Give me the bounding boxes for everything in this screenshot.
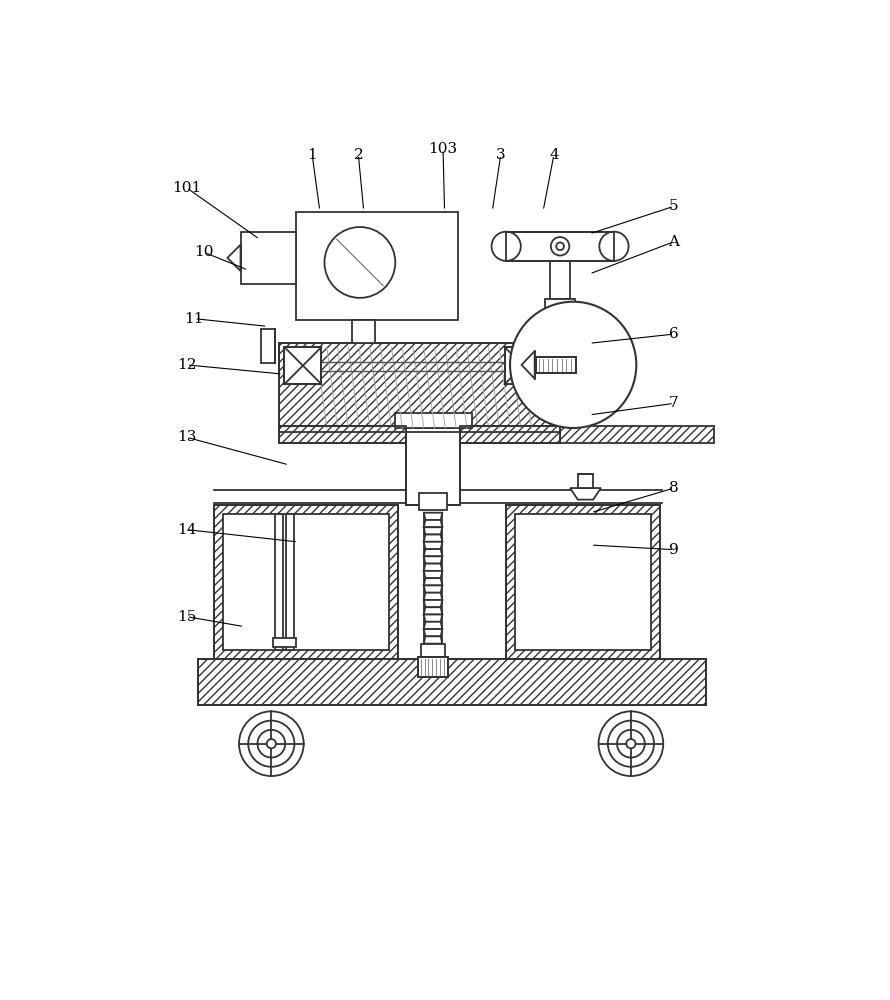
Bar — [550, 261, 570, 299]
Polygon shape — [522, 351, 535, 379]
Polygon shape — [424, 513, 442, 520]
Circle shape — [491, 232, 521, 261]
Circle shape — [510, 302, 636, 428]
Bar — [545, 299, 576, 309]
Bar — [262, 329, 275, 363]
Text: A: A — [668, 235, 680, 249]
Bar — [279, 343, 560, 432]
Text: 101: 101 — [172, 181, 201, 195]
Bar — [275, 514, 283, 650]
Circle shape — [325, 227, 395, 298]
Bar — [279, 426, 406, 443]
Polygon shape — [424, 636, 442, 644]
Text: 103: 103 — [428, 142, 457, 156]
Polygon shape — [424, 520, 442, 527]
Text: 4: 4 — [549, 148, 559, 162]
Bar — [506, 232, 614, 261]
Text: 9: 9 — [669, 543, 679, 557]
Bar — [505, 347, 542, 384]
Polygon shape — [424, 593, 442, 600]
Bar — [578, 474, 593, 488]
Bar — [536, 357, 576, 373]
Bar — [214, 505, 399, 659]
Polygon shape — [424, 600, 442, 607]
Circle shape — [267, 739, 276, 748]
Bar — [506, 232, 614, 261]
Bar — [536, 357, 576, 373]
Polygon shape — [424, 542, 442, 549]
Text: 10: 10 — [195, 245, 214, 259]
Text: 7: 7 — [669, 396, 679, 410]
Polygon shape — [424, 571, 442, 578]
Bar — [198, 659, 707, 705]
Bar — [506, 505, 660, 659]
Polygon shape — [424, 615, 442, 622]
Bar — [285, 347, 321, 384]
Text: 2: 2 — [353, 148, 363, 162]
Polygon shape — [424, 564, 442, 571]
Text: 15: 15 — [177, 610, 197, 624]
Circle shape — [556, 242, 564, 250]
Bar — [222, 514, 389, 650]
Bar — [352, 320, 376, 343]
Circle shape — [599, 711, 663, 776]
Bar — [406, 428, 460, 505]
Bar — [406, 428, 460, 505]
Polygon shape — [424, 622, 442, 629]
Bar — [417, 657, 449, 677]
Bar — [296, 212, 457, 320]
Circle shape — [257, 730, 285, 758]
Bar — [515, 514, 651, 650]
Bar — [240, 232, 296, 284]
Bar — [419, 493, 447, 510]
Text: 3: 3 — [496, 148, 506, 162]
Text: 11: 11 — [184, 312, 204, 326]
Bar — [506, 505, 660, 659]
Text: 13: 13 — [177, 430, 197, 444]
Bar — [394, 413, 472, 428]
Bar — [279, 426, 406, 443]
Text: 8: 8 — [669, 481, 679, 495]
Bar — [285, 347, 321, 384]
Polygon shape — [424, 578, 442, 585]
Circle shape — [239, 711, 303, 776]
Text: 5: 5 — [669, 199, 679, 213]
Polygon shape — [424, 607, 442, 615]
Bar — [421, 644, 445, 657]
Text: 12: 12 — [177, 358, 197, 372]
Text: 14: 14 — [177, 523, 197, 537]
Bar — [460, 426, 560, 443]
Circle shape — [599, 232, 628, 261]
Bar — [286, 514, 294, 650]
Circle shape — [617, 730, 644, 758]
Polygon shape — [424, 527, 442, 535]
Polygon shape — [424, 549, 442, 556]
Bar — [406, 428, 460, 505]
Bar — [460, 426, 560, 443]
Polygon shape — [570, 488, 601, 500]
Text: 6: 6 — [669, 327, 679, 341]
Bar — [198, 659, 707, 705]
Circle shape — [551, 237, 570, 256]
Circle shape — [627, 739, 635, 748]
Bar — [214, 505, 399, 659]
Bar — [460, 426, 714, 443]
Polygon shape — [424, 535, 442, 542]
Text: 1: 1 — [307, 148, 317, 162]
Polygon shape — [228, 245, 240, 271]
Bar — [279, 343, 560, 432]
Polygon shape — [424, 629, 442, 636]
Polygon shape — [424, 556, 442, 564]
Polygon shape — [424, 585, 442, 593]
Bar — [505, 347, 542, 384]
Bar — [273, 638, 296, 647]
Bar — [417, 657, 449, 677]
